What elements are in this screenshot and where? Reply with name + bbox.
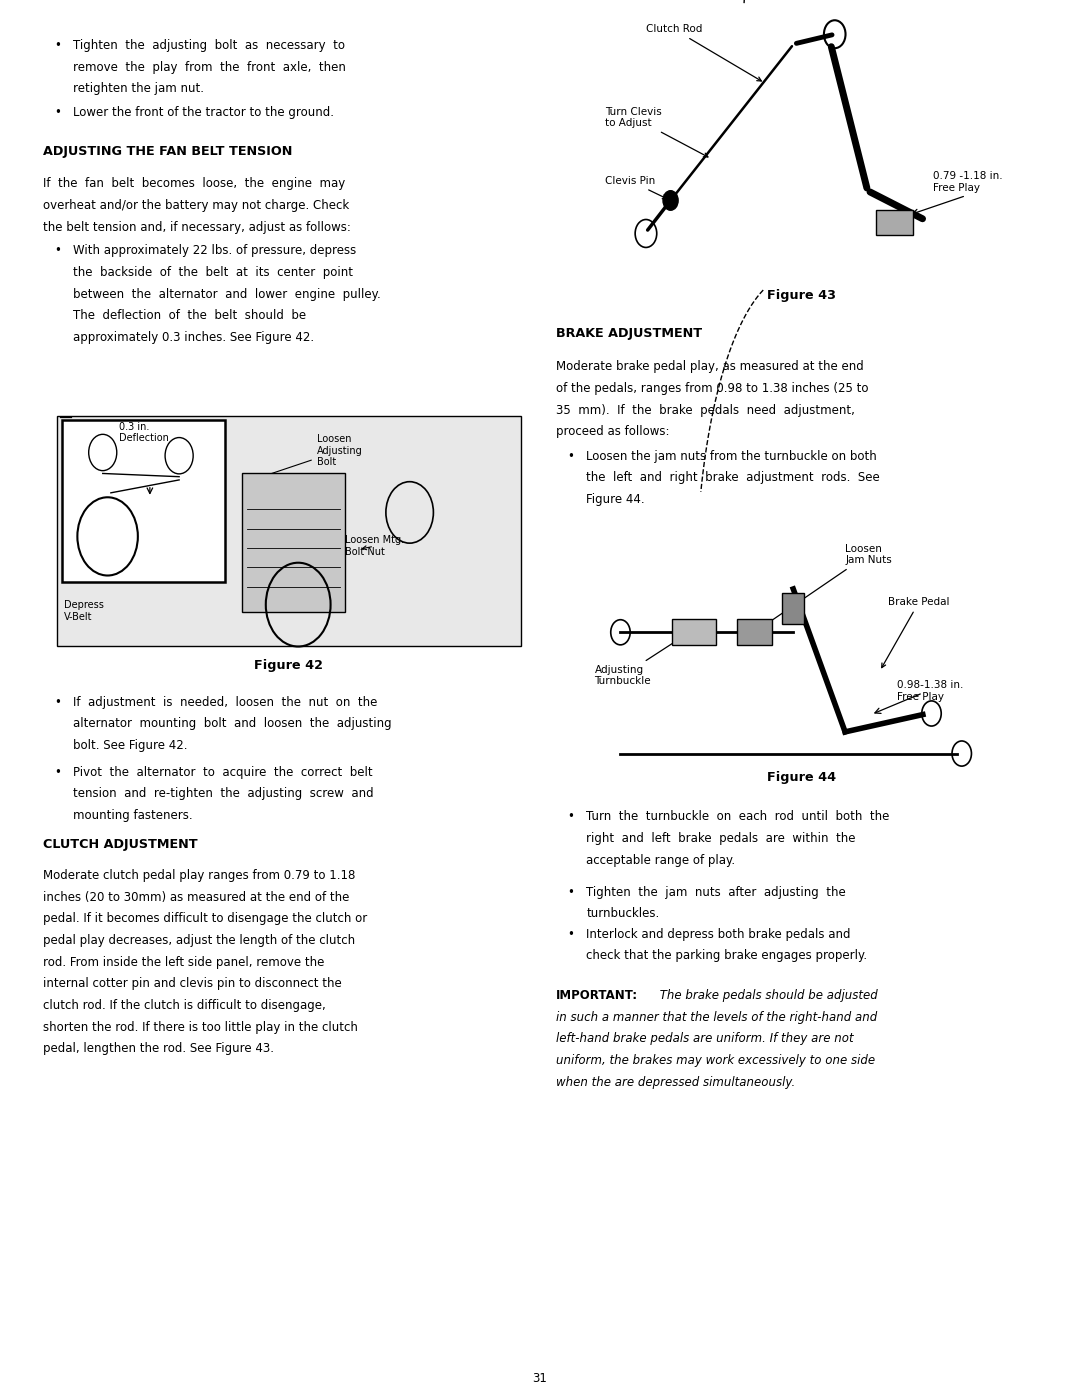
Text: Moderate brake pedal play, as measured at the end: Moderate brake pedal play, as measured a… — [556, 360, 864, 373]
Text: in such a manner that the levels of the right-hand and: in such a manner that the levels of the … — [556, 1011, 877, 1024]
Text: Loosen Mtg.
Bolt Nut: Loosen Mtg. Bolt Nut — [345, 535, 404, 557]
Text: 0.3 in.
Deflection: 0.3 in. Deflection — [119, 422, 168, 443]
Text: Figure 42: Figure 42 — [255, 659, 323, 672]
Text: •: • — [54, 696, 60, 708]
Text: Tighten  the  adjusting  bolt  as  necessary  to: Tighten the adjusting bolt as necessary … — [73, 39, 346, 52]
Text: left-hand brake pedals are uniform. If they are not: left-hand brake pedals are uniform. If t… — [556, 1032, 854, 1045]
Text: clutch rod. If the clutch is difficult to disengage,: clutch rod. If the clutch is difficult t… — [43, 999, 326, 1011]
Text: Adjusting
Turnbuckle: Adjusting Turnbuckle — [594, 634, 686, 686]
Bar — [876, 210, 913, 235]
Text: inches (20 to 30mm) as measured at the end of the: inches (20 to 30mm) as measured at the e… — [43, 891, 350, 904]
Text: bolt. See Figure 42.: bolt. See Figure 42. — [73, 739, 188, 752]
Bar — [738, 619, 772, 645]
Text: mounting fasteners.: mounting fasteners. — [73, 809, 193, 821]
Text: Moderate clutch pedal play ranges from 0.79 to 1.18: Moderate clutch pedal play ranges from 0… — [43, 869, 355, 882]
Text: shorten the rod. If there is too little play in the clutch: shorten the rod. If there is too little … — [43, 1020, 359, 1034]
Text: Depress
V-Belt: Depress V-Belt — [65, 601, 104, 622]
Text: CLUTCH ADJUSTMENT: CLUTCH ADJUSTMENT — [43, 838, 198, 851]
Text: 0.98-1.38 in.
Free Play: 0.98-1.38 in. Free Play — [897, 680, 963, 701]
Circle shape — [663, 190, 678, 210]
Text: •: • — [567, 810, 573, 823]
Text: •: • — [54, 106, 60, 119]
Text: when the are depressed simultaneously.: when the are depressed simultaneously. — [556, 1076, 796, 1088]
Text: retighten the jam nut.: retighten the jam nut. — [73, 82, 204, 95]
Text: internal cotter pin and clevis pin to disconnect the: internal cotter pin and clevis pin to di… — [43, 978, 342, 990]
Text: remove  the  play  from  the  front  axle,  then: remove the play from the front axle, the… — [73, 60, 347, 74]
Bar — [57, 416, 522, 645]
Text: Clevis Pin: Clevis Pin — [605, 176, 666, 198]
Text: ADJUSTING THE FAN BELT TENSION: ADJUSTING THE FAN BELT TENSION — [43, 145, 293, 158]
Text: Interlock and depress both brake pedals and: Interlock and depress both brake pedals … — [586, 928, 851, 940]
Text: •: • — [54, 244, 60, 257]
Text: 31: 31 — [532, 1372, 548, 1384]
Text: If  adjustment  is  needed,  loosen  the  nut  on  the: If adjustment is needed, loosen the nut … — [73, 696, 378, 708]
Text: uniform, the brakes may work excessively to one side: uniform, the brakes may work excessively… — [556, 1055, 875, 1067]
Text: pedal, lengthen the rod. See Figure 43.: pedal, lengthen the rod. See Figure 43. — [43, 1042, 274, 1055]
Text: turnbuckles.: turnbuckles. — [586, 908, 660, 921]
Bar — [63, 420, 225, 581]
Text: the  backside  of  the  belt  at  its  center  point: the backside of the belt at its center p… — [73, 265, 353, 279]
Text: Figure 44: Figure 44 — [767, 771, 837, 784]
Bar — [672, 619, 716, 645]
Text: •: • — [567, 886, 573, 898]
Text: tension  and  re-tighten  the  adjusting  screw  and: tension and re-tighten the adjusting scr… — [73, 788, 374, 800]
Text: Tighten  the  jam  nuts  after  adjusting  the: Tighten the jam nuts after adjusting the — [586, 886, 847, 898]
Text: Lower the front of the tractor to the ground.: Lower the front of the tractor to the gr… — [73, 106, 335, 119]
Text: Pivot  the  alternator  to  acquire  the  correct  belt: Pivot the alternator to acquire the corr… — [73, 766, 373, 778]
Text: Figure 43: Figure 43 — [768, 289, 836, 302]
Text: Loosen
Jam Nuts: Loosen Jam Nuts — [758, 543, 892, 630]
Text: proceed as follows:: proceed as follows: — [556, 425, 670, 439]
Text: 0.79 -1.18 in.
Free Play: 0.79 -1.18 in. Free Play — [933, 170, 1003, 193]
Text: pedal play decreases, adjust the length of the clutch: pedal play decreases, adjust the length … — [43, 933, 355, 947]
Text: Figure 44.: Figure 44. — [586, 493, 645, 506]
Text: •: • — [54, 766, 60, 778]
Bar — [782, 594, 804, 623]
Text: The  deflection  of  the  belt  should  be: The deflection of the belt should be — [73, 310, 307, 323]
Text: check that the parking brake engages properly.: check that the parking brake engages pro… — [586, 950, 867, 963]
Text: Loosen
Adjusting
Bolt: Loosen Adjusting Bolt — [256, 434, 363, 479]
Text: Clutch Rod: Clutch Rod — [646, 24, 761, 81]
Text: •: • — [54, 39, 60, 52]
Text: rod. From inside the left side panel, remove the: rod. From inside the left side panel, re… — [43, 956, 325, 968]
Text: IMPORTANT:: IMPORTANT: — [556, 989, 638, 1002]
Text: 35  mm).  If  the  brake  pedals  need  adjustment,: 35 mm). If the brake pedals need adjustm… — [556, 404, 855, 416]
Text: between  the  alternator  and  lower  engine  pulley.: between the alternator and lower engine … — [73, 288, 381, 300]
Text: Loosen the jam nuts from the turnbuckle on both: Loosen the jam nuts from the turnbuckle … — [586, 450, 877, 462]
Text: Turn  the  turnbuckle  on  each  rod  until  both  the: Turn the turnbuckle on each rod until bo… — [586, 810, 890, 823]
Text: the belt tension and, if necessary, adjust as follows:: the belt tension and, if necessary, adju… — [43, 221, 351, 233]
Text: pedal. If it becomes difficult to disengage the clutch or: pedal. If it becomes difficult to diseng… — [43, 912, 367, 925]
Text: Brake Pedal: Brake Pedal — [881, 597, 949, 668]
Text: With approximately 22 lbs. of pressure, depress: With approximately 22 lbs. of pressure, … — [73, 244, 356, 257]
Bar — [243, 474, 345, 612]
Text: the  left  and  right  brake  adjustment  rods.  See: the left and right brake adjustment rods… — [586, 471, 880, 485]
Text: If  the  fan  belt  becomes  loose,  the  engine  may: If the fan belt becomes loose, the engin… — [43, 177, 346, 190]
Text: of the pedals, ranges from 0.98 to 1.38 inches (25 to: of the pedals, ranges from 0.98 to 1.38 … — [556, 381, 868, 395]
Text: Turn Clevis
to Adjust: Turn Clevis to Adjust — [605, 106, 707, 156]
Text: overheat and/or the battery may not charge. Check: overheat and/or the battery may not char… — [43, 200, 350, 212]
Text: BRAKE ADJUSTMENT: BRAKE ADJUSTMENT — [556, 327, 702, 339]
Text: approximately 0.3 inches. See Figure 42.: approximately 0.3 inches. See Figure 42. — [73, 331, 314, 344]
Text: •: • — [567, 928, 573, 940]
Text: The brake pedals should be adjusted: The brake pedals should be adjusted — [656, 989, 877, 1002]
Text: •: • — [567, 450, 573, 462]
Text: right  and  left  brake  pedals  are  within  the: right and left brake pedals are within t… — [586, 833, 856, 845]
Text: alternator  mounting  bolt  and  loosen  the  adjusting: alternator mounting bolt and loosen the … — [73, 718, 392, 731]
Text: acceptable range of play.: acceptable range of play. — [586, 854, 735, 866]
